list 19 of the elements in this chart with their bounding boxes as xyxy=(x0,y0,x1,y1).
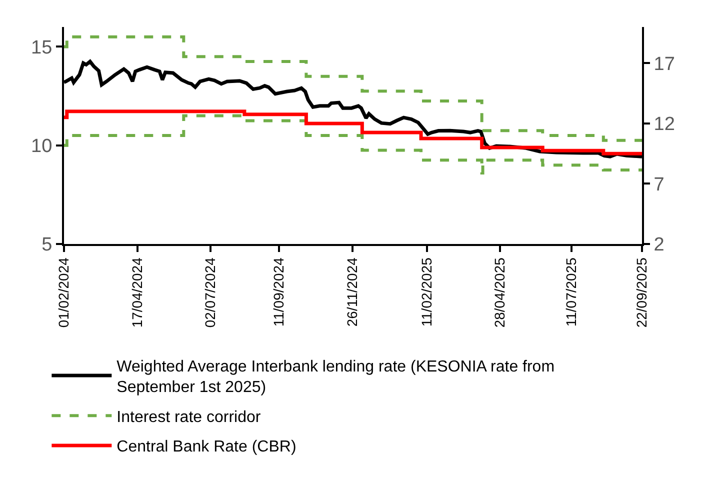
x-tick-label: 02/07/2024 xyxy=(202,257,218,328)
y-tick-label: 15 xyxy=(31,37,52,58)
y2-tick-label: 17 xyxy=(654,54,675,75)
y2-tick-label: 7 xyxy=(654,174,664,196)
x-tick-label: 22/09/2025 xyxy=(634,257,650,328)
y2-tick-label: 12 xyxy=(654,114,675,136)
legend-label: Weighted Average Interbank lending rate (KESONIA rate from September 1st 2025) xyxy=(116,358,555,396)
x-tick-label: 11/02/2025 xyxy=(418,257,434,327)
y-tick-label: 5 xyxy=(42,234,52,256)
legend-label: Interest rate corridor xyxy=(116,408,262,426)
x-tick-label: 28/04/2025 xyxy=(492,257,508,328)
x-tick-label: 26/11/2024 xyxy=(344,257,360,327)
legend-label: Central Bank Rate (CBR) xyxy=(116,438,296,456)
x-tick-label: 01/02/2024 xyxy=(56,257,72,328)
x-tick-label: 11/09/2024 xyxy=(270,257,287,327)
x-tick-label: 11/07/2025 xyxy=(563,257,580,327)
x-tick-label: 17/04/2024 xyxy=(128,257,145,328)
y2-tick-label: 2 xyxy=(654,234,664,256)
y-tick-label: 10 xyxy=(31,136,52,158)
